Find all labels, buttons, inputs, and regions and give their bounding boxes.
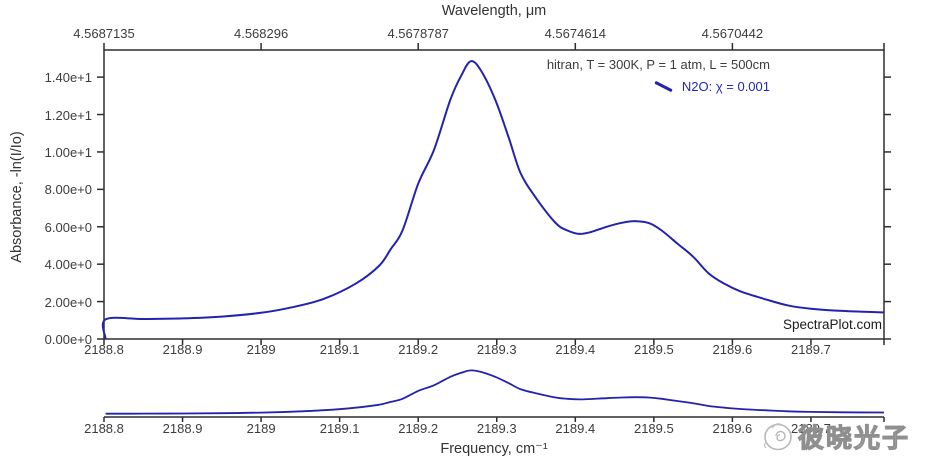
spectrum-curve: [101, 60, 885, 340]
watermark-text: 彼晓光子: [797, 424, 911, 455]
legend[interactable]: hitran, T = 300K, P = 1 atm, L = 500cm N…: [547, 57, 770, 94]
main-plot-area[interactable]: [104, 50, 884, 339]
legend-series-entry[interactable]: N2O: χ = 0.001: [547, 79, 770, 94]
scribble-badge-icon: [763, 423, 792, 451]
legend-series-label: N2O: χ = 0.001: [681, 79, 770, 94]
navigator-curve: [105, 369, 885, 415]
plot-frame: [103, 49, 885, 340]
watermark: 彼晓光子: [760, 415, 928, 460]
range-slider[interactable]: [104, 362, 884, 417]
legend-model-info: hitran, T = 300K, P = 1 atm, L = 500cm: [546, 57, 770, 72]
spectraplot-link[interactable]: SpectraPlot.com: [782, 317, 882, 332]
